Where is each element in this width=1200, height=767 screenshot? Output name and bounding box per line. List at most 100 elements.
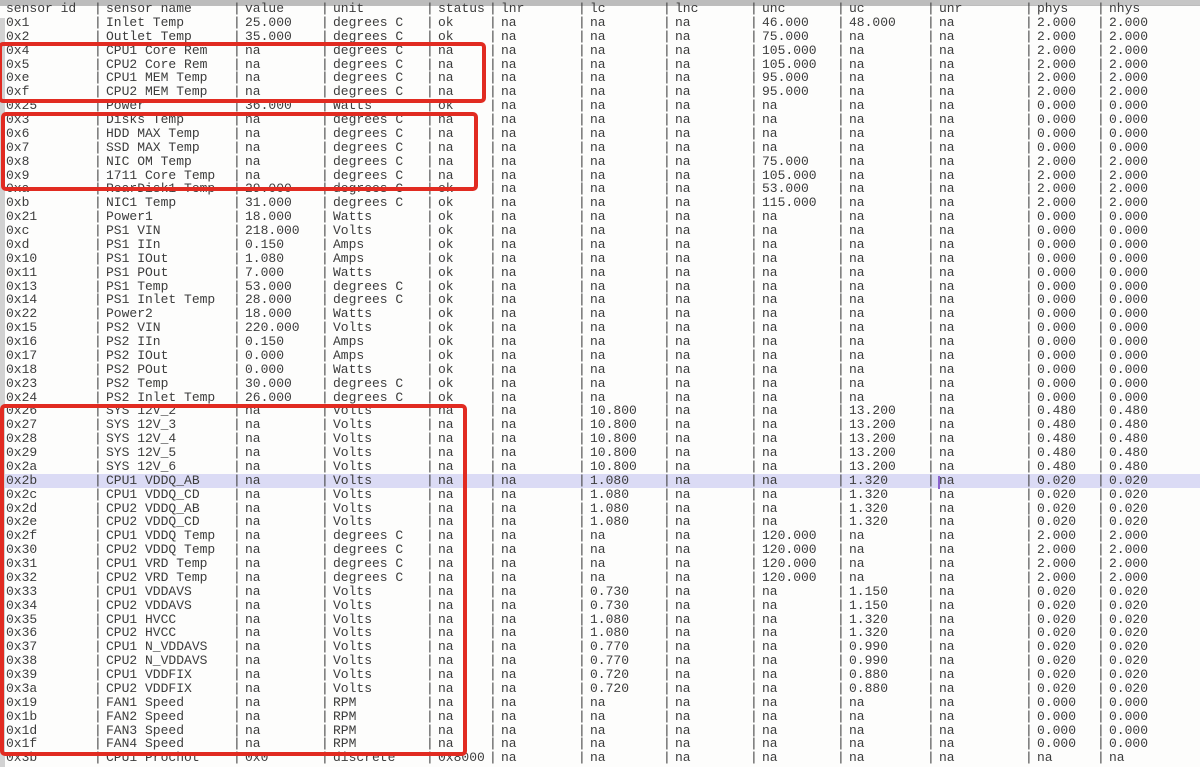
table-row[interactable]: 0x26 | SYS 12V_2 | na | Volts | na | na | 10.800 | na |…: [0, 404, 1200, 418]
table-cell: | na: [663, 237, 750, 252]
column-separator: |: [1025, 569, 1033, 585]
table-row[interactable]: 0x1b | FAN2 Speed | na | RPM | na | na | na | na | na | na…: [0, 708, 1200, 724]
table-cell: | degrees C: [321, 71, 426, 85]
column-separator: |: [578, 236, 586, 252]
cell-value: Disks Temp: [106, 112, 185, 127]
table-row[interactable]: 0x36 | CPU2 HVCC | na | Volts | na | na | 1.080 | na | n…: [0, 626, 1200, 640]
table-row[interactable]: 0x19 | FAN1 Speed | na | RPM | na | na | na | na | na | na…: [0, 695, 1200, 710]
table-row[interactable]: 0x18 | PS2 POut | 0.000 | Watts | ok | na | na | na | na…: [0, 362, 1200, 377]
table-cell: | na: [927, 557, 1025, 571]
column-separator: |: [663, 556, 671, 571]
table-row[interactable]: 0x2f | CPU1 VDDQ Temp | na | degrees C | na | na | n…: [0, 529, 1200, 543]
column-separator: |: [321, 611, 329, 627]
table-row[interactable]: 0x31 | CPU1 VRD Temp | na | degrees C | na | na | na…: [0, 557, 1200, 571]
table-row[interactable]: 0xe | CPU1 MEM Temp | na | degrees C | na | na | na |…: [0, 71, 1200, 85]
table-row[interactable]: 0x3a | CPU2 VDDFIX | na | Volts | na | na | 0.720 | na…: [0, 681, 1200, 696]
table-row[interactable]: 0x29 | SYS 12V_5 | na | Volts | na | na | 10.800 | na |…: [0, 446, 1200, 460]
cell-value: Amps: [333, 236, 365, 252]
cell-value: Watts: [333, 209, 373, 225]
table-row[interactable]: 0x17 | PS2 IOut | 0.000 | Amps | ok | na | na | na | na |…: [0, 348, 1200, 363]
table-cell: | 0.000: [1097, 695, 1200, 710]
horizontal-scrollbar-thumb[interactable]: [0, 0, 940, 5]
table-row[interactable]: 0x2a | SYS 12V_6 | na | Volts | na | na | 10.800 | na |…: [0, 459, 1200, 474]
table-row[interactable]: 0x14 | PS1 Inlet Temp | 28.000 | degrees C | ok |…: [0, 293, 1200, 307]
column-separator: |: [1025, 167, 1033, 183]
table-row[interactable]: 0x1d | FAN3 Speed | na | RPM | na | na | na | na | na | na…: [0, 723, 1200, 738]
table-header-row[interactable]: sensor id | sensor name | value | unit | status |…: [0, 2, 1200, 16]
table-row[interactable]: 0x5 | CPU2 Core Rem | na | degrees C | na | na | na |…: [0, 57, 1200, 72]
table-row[interactable]: 0x38 | CPU2 N_VDDAVS | na | Volts | na | na | 0.770 |…: [0, 654, 1200, 668]
table-row[interactable]: 0x8 | NIC OM Temp | na | degrees C | na | na | na | na…: [0, 153, 1200, 169]
table-row[interactable]: 0x13 | PS1 Temp | 53.000 | degrees C | ok | na | na |…: [0, 278, 1200, 294]
table-row[interactable]: 0x24 | PS2 Inlet Temp | 26.000 | degrees C | ok |…: [0, 390, 1200, 405]
table-row[interactable]: 0xa | RearDisk1 Temp | 29.000 | degrees C | ok | n…: [0, 182, 1200, 196]
table-cell: | 0.150: [233, 237, 321, 252]
table-cell: | 220.000: [233, 321, 321, 335]
cell-value: 46.000: [762, 14, 809, 30]
table-row[interactable]: 0x35 | CPU1 HVCC | na | Volts | na | na | 1.080 | na | n…: [0, 611, 1200, 627]
table-row[interactable]: 0xb | NIC1 Temp | 31.000 | degrees C | ok | na | na |…: [0, 196, 1200, 210]
table-row[interactable]: 0x7 | SSD MAX Temp | na | degrees C | na | na | na | n…: [0, 139, 1200, 155]
table-row[interactable]: 0x22 | Power2 | 18.000 | Watts | ok | na | na | na | na |…: [0, 307, 1200, 321]
table-row[interactable]: 0x37 | CPU1 N_VDDAVS | na | Volts | na | na | 0.770 |…: [0, 640, 1200, 654]
table-row[interactable]: 0x10 | PS1 IOut | 1.080 | Amps | ok | na | na | na | na |…: [0, 251, 1200, 266]
table-row[interactable]: 0x3 | Disks Temp | na | degrees C | na | na | na | na |…: [0, 113, 1200, 127]
column-separator: |: [1097, 42, 1105, 58]
table-row[interactable]: 0x2e | CPU2 VDDQ_CD | na | Volts | na | na | 1.080 | n…: [0, 515, 1200, 529]
table-row[interactable]: 0x25 | Power | 36.000 | Watts | ok | na | na | na | na | n…: [0, 99, 1200, 113]
cell-value: na: [245, 417, 261, 433]
table-row[interactable]: 0x27 | SYS 12V_3 | na | Volts | na | na | 10.800 | na |…: [0, 418, 1200, 432]
table-row[interactable]: 0x39 | CPU1 VDDFIX | na | Volts | na | na | 0.720 | na…: [0, 668, 1200, 682]
column-separator: |: [321, 153, 329, 169]
table-cell: | CPU2 VDDQ_CD: [94, 515, 233, 529]
cell-value: 0.020: [1037, 500, 1077, 516]
table-row[interactable]: 0x2 | Outlet Temp | 35.000 | degrees C | ok | na | n…: [0, 29, 1200, 44]
table-row[interactable]: 0x30 | CPU2 VDDQ Temp | na | degrees C | na | na | n…: [0, 543, 1200, 557]
table-cell: | 0.000: [1025, 99, 1097, 113]
table-cell: | na: [837, 154, 927, 169]
table-row[interactable]: 0x2b | CPU1 VDDQ_AB | na | Volts | na | na | 1.080 | n…: [0, 473, 1200, 488]
table-row[interactable]: 0x6 | HDD MAX Temp | na | degrees C | na | na | na | n…: [0, 126, 1200, 141]
table-row[interactable]: 0x21 | Power1 | 18.000 | Watts | ok | na | na | na | na |…: [0, 210, 1200, 224]
column-separator: |: [94, 1, 102, 16]
table-row[interactable]: 0x1f | FAN4 Speed | na | RPM | na | na | na | na | na | na…: [0, 737, 1200, 751]
table-row[interactable]: 0x3b | CPU1 Prochot | 0x0 | discrete | 0x8000 | na…: [0, 751, 1200, 765]
cell-value: na: [590, 42, 606, 58]
column-separator: |: [489, 278, 497, 294]
table-row[interactable]: 0x2d | CPU2 VDDQ_AB | na | Volts | na | na | 1.080 | n…: [0, 500, 1200, 516]
column-separator: |: [94, 167, 102, 183]
column-separator: |: [837, 486, 845, 502]
table-row[interactable]: 0x9 | 1711 Core Temp | na | degrees C | na | na | na…: [0, 167, 1200, 183]
table-cell: | Disks Temp: [94, 113, 233, 127]
table-cell: | na: [1025, 751, 1097, 765]
table-cell: | 0.000: [1025, 307, 1097, 321]
table-row[interactable]: 0xc | PS1 VIN | 218.000 | Volts | ok | na | na | na | na…: [0, 224, 1200, 238]
table-row[interactable]: 0x4 | CPU1 Core Rem | na | degrees C | na | na | na |…: [0, 42, 1200, 58]
table-cell: | na: [837, 57, 927, 72]
cell-value: na: [501, 98, 517, 114]
table-row[interactable]: 0x23 | PS2 Temp | 30.000 | degrees C | ok | na | na |…: [0, 376, 1200, 391]
table-row[interactable]: 0x16 | PS2 IIn | 0.150 | Amps | ok | na | na | na | na | n…: [0, 335, 1200, 349]
table-row[interactable]: 0x33 | CPU1 VDDAVS | na | Volts | na | na | 0.730 | na…: [0, 584, 1200, 599]
table-row[interactable]: 0x11 | PS1 POut | 7.000 | Watts | ok | na | na | na | na…: [0, 265, 1200, 280]
cell-value: na: [501, 556, 517, 571]
table-row[interactable]: 0x1 | Inlet Temp | 25.000 | degrees C | ok | na | na…: [0, 14, 1200, 30]
table-cell: | phys: [1025, 2, 1097, 16]
table-row[interactable]: 0xf | CPU2 MEM Temp | na | degrees C | na | na | na |…: [0, 85, 1200, 99]
table-row[interactable]: 0x2c | CPU1 VDDQ_CD | na | Volts | na | na | 1.080 | n…: [0, 486, 1200, 502]
table-cell: | ok: [426, 335, 489, 349]
table-cell: | na: [750, 348, 837, 363]
table-cell: | na: [233, 709, 321, 724]
table-cell: | 31.000: [233, 196, 321, 210]
column-separator: |: [663, 708, 671, 724]
column-header: lc: [590, 1, 606, 16]
table-row[interactable]: 0x34 | CPU2 VDDAVS | na | Volts | na | na | 0.730 | na…: [0, 598, 1200, 613]
table-row[interactable]: 0xd | PS1 IIn | 0.150 | Amps | ok | na | na | na | na | na…: [0, 236, 1200, 252]
table-row[interactable]: 0x32 | CPU2 VRD Temp | na | degrees C | na | na | na…: [0, 569, 1200, 585]
table-row[interactable]: 0x15 | PS2 VIN | 220.000 | Volts | ok | na | na | na | n…: [0, 321, 1200, 335]
table-cell: | na: [663, 557, 750, 571]
cell-value: 0xe: [6, 70, 30, 86]
cell-value: na: [675, 139, 691, 155]
table-row[interactable]: 0x28 | SYS 12V_4 | na | Volts | na | na | 10.800 | na |…: [0, 432, 1200, 446]
